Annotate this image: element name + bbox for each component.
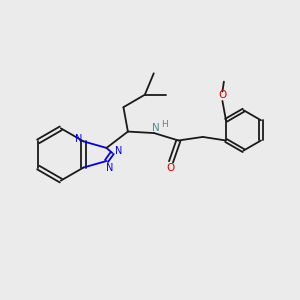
Text: N: N [152, 123, 159, 133]
Text: H: H [161, 120, 168, 129]
Text: N: N [75, 134, 82, 144]
Text: N: N [106, 163, 113, 172]
Text: O: O [218, 90, 226, 100]
Text: O: O [166, 163, 175, 173]
Text: N: N [115, 146, 122, 157]
